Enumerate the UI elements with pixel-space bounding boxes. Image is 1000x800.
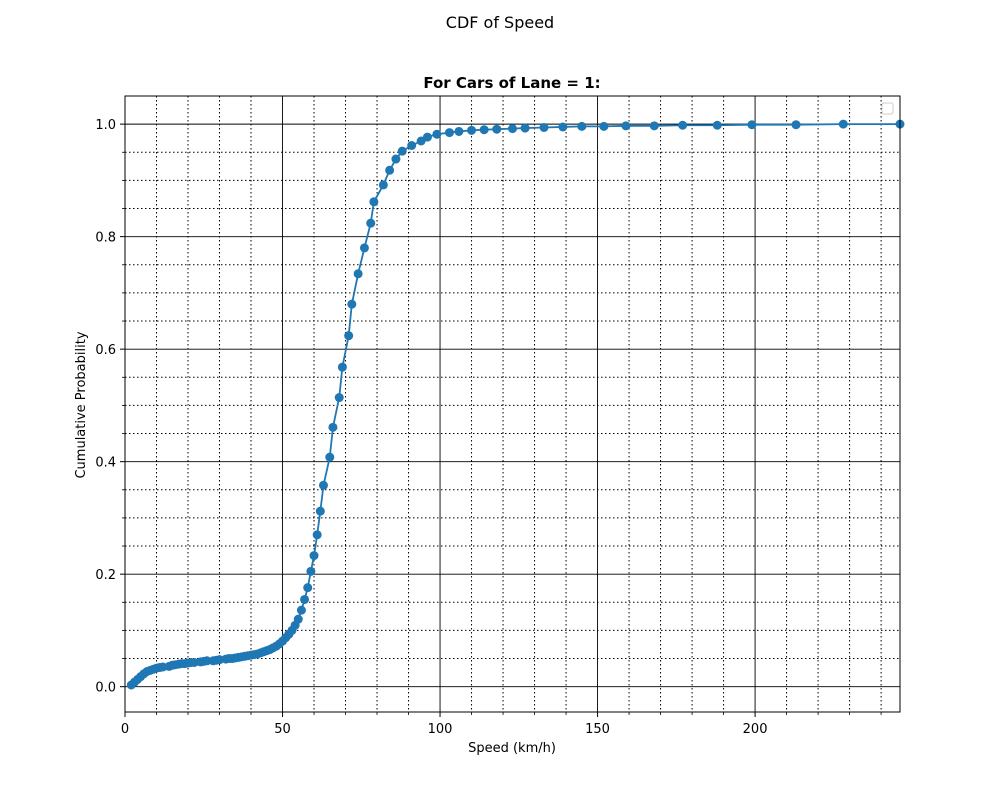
data-point	[318, 480, 328, 490]
x-axis-label: Speed (km/h)	[468, 741, 556, 756]
y-tick-label: 0.6	[95, 343, 116, 358]
x-tick-label: 100	[428, 722, 453, 737]
data-point	[353, 269, 363, 279]
data-point	[649, 121, 659, 131]
data-point	[508, 124, 517, 134]
data-point	[328, 422, 338, 432]
data-point	[359, 243, 369, 253]
y-axis-label: Cumulative Probability	[74, 331, 89, 478]
y-tick-label: 0.2	[95, 568, 116, 583]
data-point	[378, 180, 388, 190]
x-tick-label: 150	[585, 722, 610, 737]
axes-background	[125, 96, 900, 712]
y-tick-label: 0.0	[95, 681, 116, 696]
data-point	[599, 121, 609, 131]
data-point	[369, 197, 379, 207]
data-point	[712, 120, 722, 130]
data-point	[454, 126, 464, 136]
data-point	[315, 506, 325, 516]
data-point	[337, 362, 347, 372]
data-point	[467, 125, 477, 135]
data-point	[202, 656, 212, 666]
data-point	[838, 119, 848, 129]
data-point	[312, 530, 322, 540]
data-point	[385, 165, 395, 175]
data-point	[296, 605, 306, 615]
data-point	[791, 120, 801, 130]
data-point	[407, 141, 417, 151]
data-point	[344, 331, 354, 341]
data-point	[492, 124, 502, 134]
plot-area	[124, 95, 905, 713]
axes-title: For Cars of Lane = 1:	[423, 74, 600, 92]
data-point	[334, 393, 344, 403]
y-axis-ticks: 0.0 0.2 0.4 0.6 0.8 1.0	[95, 118, 125, 696]
data-point	[432, 129, 442, 139]
data-point	[747, 120, 757, 130]
data-point	[479, 125, 489, 135]
legend-box	[881, 102, 894, 115]
data-point	[303, 583, 313, 593]
data-point	[558, 122, 568, 132]
data-point	[539, 123, 549, 133]
x-tick-label: 0	[121, 722, 129, 737]
x-axis-ticks: 0 50 100 150 200	[121, 712, 882, 737]
data-point	[397, 146, 407, 156]
y-tick-label: 1.0	[95, 118, 116, 133]
data-point	[621, 121, 631, 131]
data-point	[293, 614, 303, 624]
data-point	[678, 120, 688, 130]
data-point	[366, 218, 376, 228]
data-point	[300, 594, 310, 604]
data-point	[520, 123, 530, 133]
x-tick-label: 200	[743, 722, 768, 737]
y-tick-label: 0.8	[95, 231, 116, 246]
axes-frame	[124, 95, 901, 713]
data-point	[306, 566, 316, 576]
y-tick-label: 0.4	[95, 456, 116, 471]
data-point	[577, 121, 587, 131]
data-point	[309, 551, 319, 561]
data-point	[391, 154, 401, 164]
data-point	[422, 132, 432, 142]
x-tick-label: 50	[274, 722, 291, 737]
data-point	[444, 128, 454, 138]
figure-suptitle: CDF of Speed	[446, 13, 554, 32]
data-point	[347, 299, 357, 309]
series-layer	[126, 119, 905, 690]
data-point	[325, 452, 335, 462]
